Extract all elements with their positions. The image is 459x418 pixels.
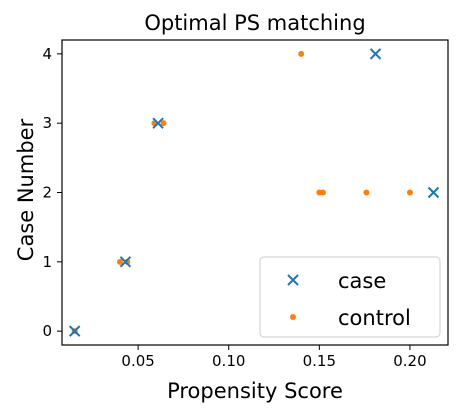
- y-tick-label: 1: [42, 253, 52, 271]
- x-tick-label: 0.05: [121, 352, 154, 370]
- control-point: [320, 190, 326, 196]
- legend-marker-control: [290, 314, 296, 320]
- x-axis-label: Propensity Score: [167, 379, 343, 403]
- y-tick-label: 4: [42, 45, 52, 63]
- legend-label: control: [338, 306, 411, 330]
- control-point: [363, 190, 369, 196]
- x-tick-label: 0.20: [393, 352, 426, 370]
- y-tick-label: 3: [42, 114, 52, 132]
- y-tick-label: 0: [42, 322, 52, 340]
- legend-label: case: [338, 269, 386, 293]
- chart-title: Optimal PS matching: [144, 11, 365, 35]
- control-point: [298, 51, 304, 57]
- x-tick-label: 0.10: [212, 352, 245, 370]
- x-tick-label: 0.15: [303, 352, 336, 370]
- legend: case control: [260, 257, 440, 337]
- y-axis-label: Case Number: [14, 118, 38, 261]
- control-point: [407, 190, 413, 196]
- y-tick-label: 2: [42, 184, 52, 202]
